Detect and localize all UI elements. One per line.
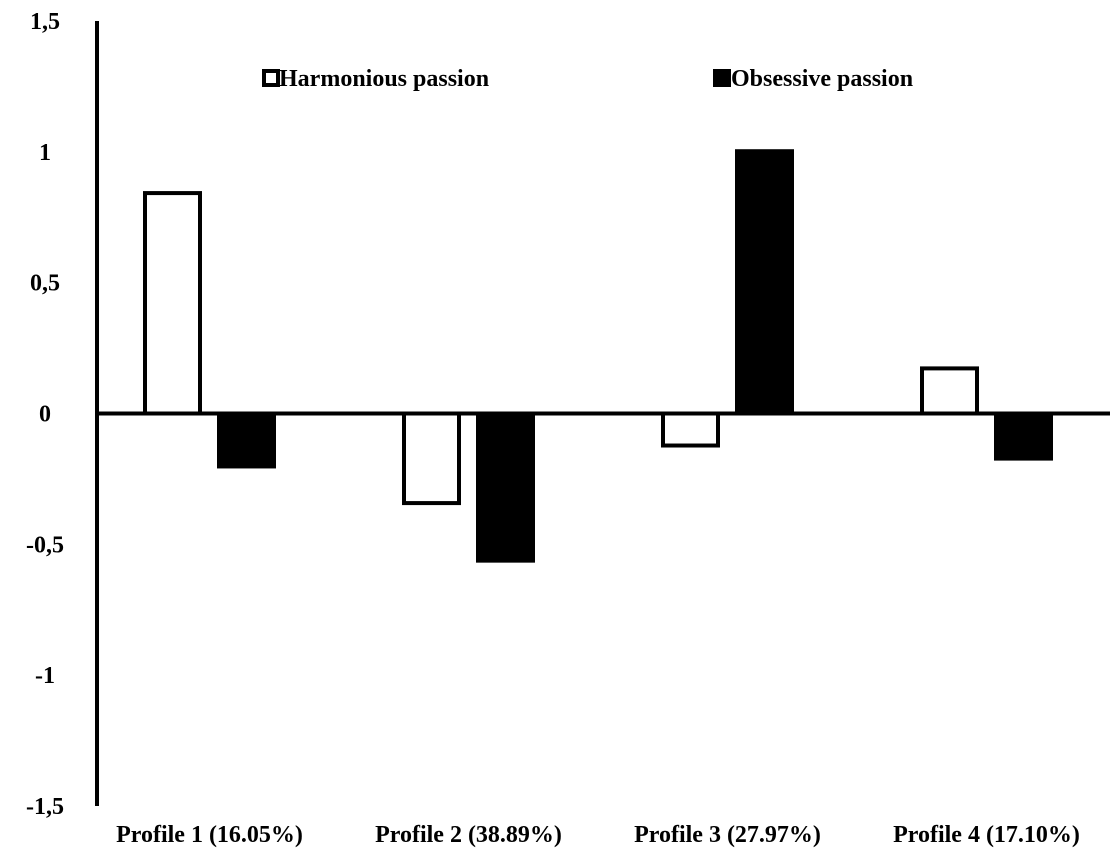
bar-harmonious-profile-4 [920,366,979,416]
legend-item-harmonious: Harmonious passion [262,66,489,92]
bar-harmonious-profile-1 [143,191,202,416]
y-tick-label: 0 [39,402,51,428]
legend-swatch-obsessive [713,69,731,87]
x-category-label: Profile 1 (16.05%) [116,822,303,848]
bar-obsessive-profile-1 [217,411,276,469]
legend-label-obsessive: Obsessive passion [731,66,913,92]
bar-obsessive-profile-4 [994,411,1053,461]
x-category-label: Profile 2 (38.89%) [375,822,562,848]
bar-obsessive-profile-2 [476,411,535,563]
legend-swatch-harmonious [262,69,280,87]
y-tick-label: 0,5 [30,271,60,297]
x-category-label: Profile 3 (27.97%) [634,822,821,848]
bar-obsessive-profile-3 [735,149,794,416]
y-tick-labels: 1,5 1 0,5 0 -0,5 -1 -1,5 [26,9,64,820]
legend: Harmonious passion Obsessive passion [262,66,913,92]
bars [143,149,1053,563]
y-tick-label: -0,5 [26,532,64,558]
y-tick-label: 1,5 [30,9,60,35]
x-category-label: Profile 4 (17.10%) [893,822,1080,848]
legend-item-obsessive: Obsessive passion [713,66,913,92]
category-labels: Profile 1 (16.05%) Profile 2 (38.89%) Prof… [116,822,1080,848]
y-tick-label: -1,5 [26,794,64,820]
y-tick-label: 1 [39,140,51,166]
bar-harmonious-profile-2 [402,411,461,506]
y-tick-label: -1 [35,663,55,689]
bar-harmonious-profile-3 [661,411,720,448]
legend-label-harmonious: Harmonious passion [279,66,489,92]
